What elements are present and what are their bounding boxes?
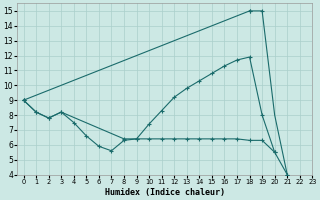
X-axis label: Humidex (Indice chaleur): Humidex (Indice chaleur) [105,188,225,197]
